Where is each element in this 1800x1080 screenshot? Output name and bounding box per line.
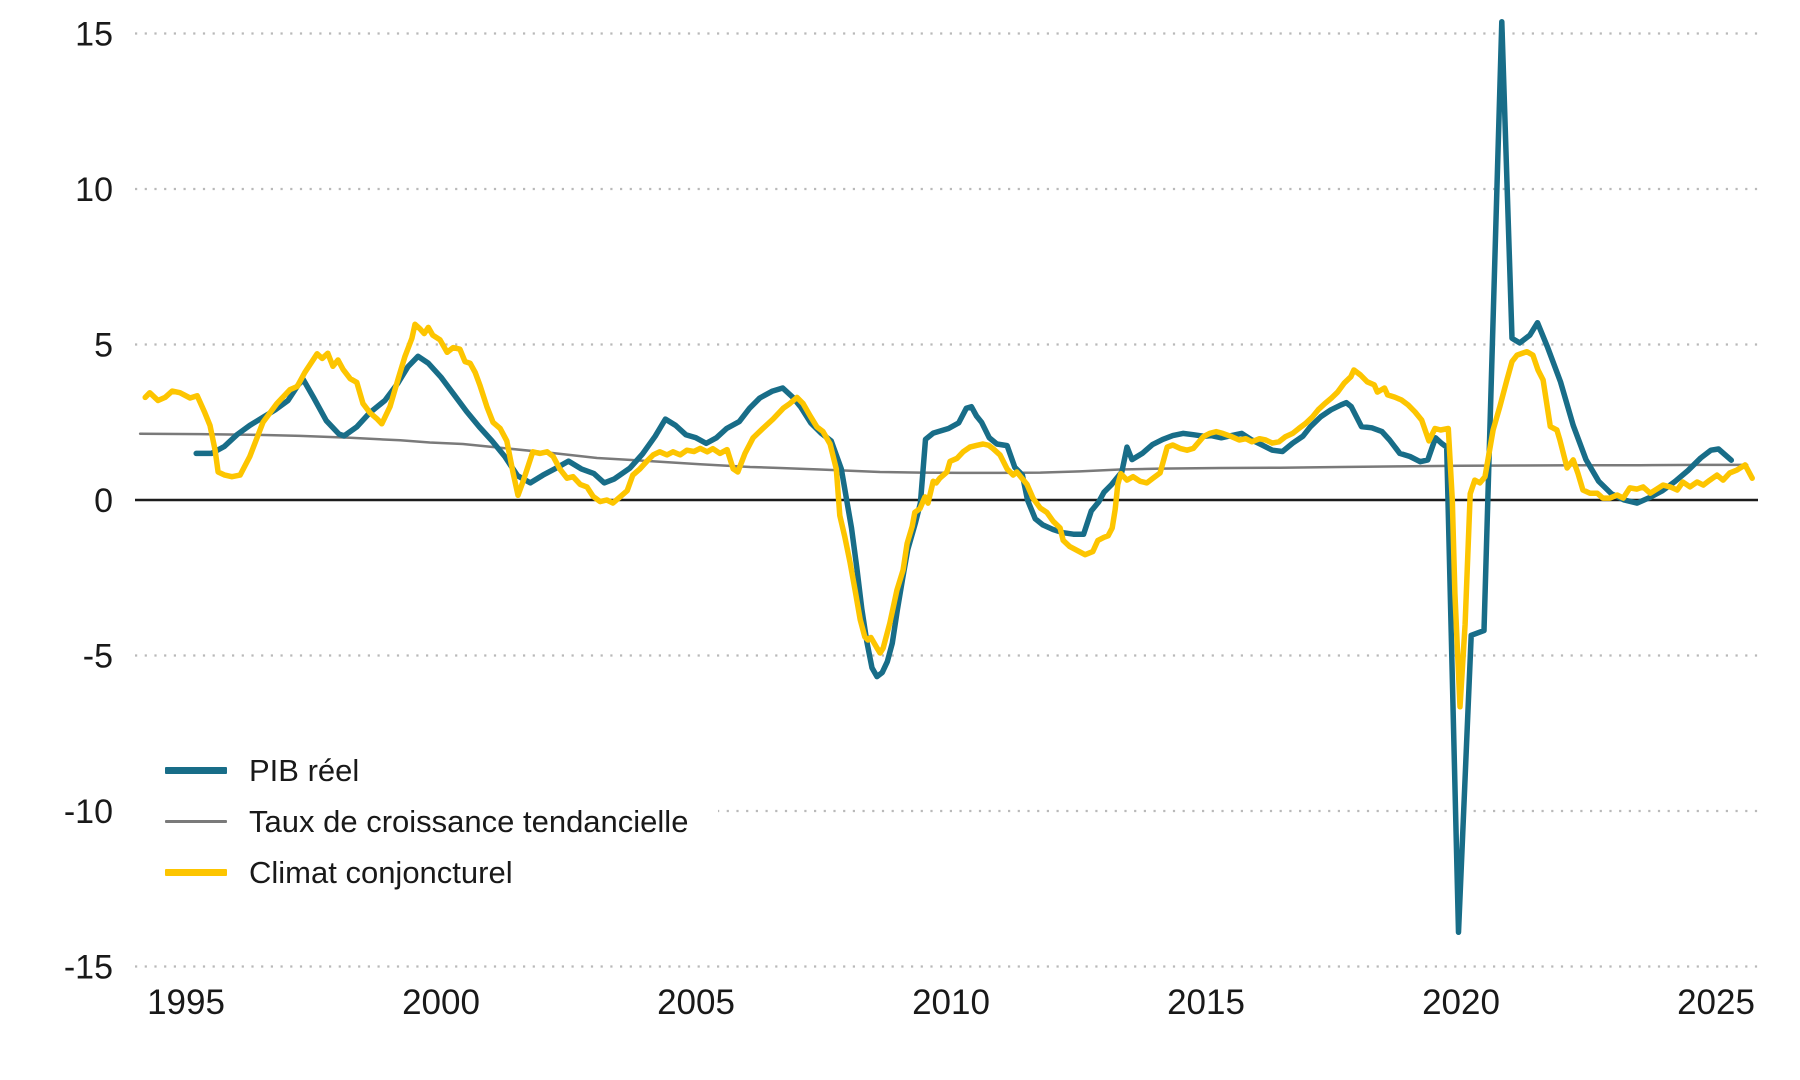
- legend-label-pib-reel: PIB réel: [249, 753, 360, 788]
- y-tick-label-5: 5: [94, 327, 113, 365]
- x-tick-label-2015: 2015: [1167, 983, 1245, 1022]
- legend-item-climat: Climat conjoncturel: [165, 847, 688, 898]
- legend-label-tendance: Taux de croissance tendancielle: [249, 804, 689, 839]
- legend-item-pib-reel: PIB réel: [165, 745, 688, 796]
- legend: PIB réel Taux de croissance tendancielle…: [135, 745, 719, 898]
- y-tick-label--5: -5: [83, 638, 113, 676]
- legend-swatch-tendance: [165, 820, 227, 823]
- x-tick-label-2000: 2000: [402, 983, 480, 1022]
- legend-swatch-climat: [165, 869, 227, 876]
- x-tick-label-2020: 2020: [1422, 983, 1500, 1022]
- x-tick-label-1995: 1995: [147, 983, 225, 1022]
- legend-swatch-pib-reel: [165, 767, 227, 774]
- series-line-climat-conjoncturel: [142, 321, 1755, 710]
- y-tick-label--10: -10: [64, 793, 113, 831]
- series-line-pib-r-el: [193, 18, 1735, 936]
- series-line-taux-de-croissance-tendancielle: [138, 432, 1749, 475]
- y-tick-label-10: 10: [75, 171, 113, 209]
- legend-label-climat: Climat conjoncturel: [249, 855, 513, 890]
- x-tick-label-2010: 2010: [912, 983, 990, 1022]
- legend-item-tendance: Taux de croissance tendancielle: [165, 796, 688, 847]
- x-tick-label-2005: 2005: [657, 983, 735, 1022]
- y-tick-label-15: 15: [75, 16, 113, 54]
- y-tick-label--15: -15: [64, 949, 113, 987]
- x-tick-label-2025: 2025: [1677, 983, 1755, 1022]
- y-tick-label-0: 0: [94, 482, 113, 520]
